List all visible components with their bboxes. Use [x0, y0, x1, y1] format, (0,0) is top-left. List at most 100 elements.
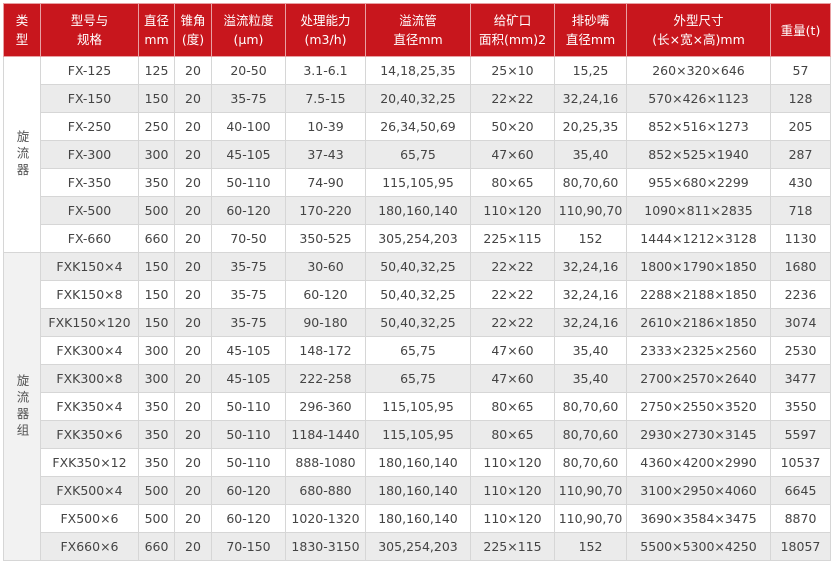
table-cell: 25×10	[470, 56, 555, 85]
table-cell: 110×120	[470, 448, 555, 477]
table-cell: 180,160,140	[365, 504, 471, 533]
table-cell: 150	[138, 308, 175, 337]
table-cell: 2288×2188×1850	[626, 280, 771, 309]
table-cell: 305,254,203	[365, 224, 471, 253]
table-cell: FXK350×12	[40, 448, 139, 477]
table-cell: 22×22	[470, 252, 555, 281]
table-cell: 350	[138, 392, 175, 421]
table-cell: 65,75	[365, 364, 471, 393]
table-cell: 180,160,140	[365, 448, 471, 477]
table-cell: 150	[138, 252, 175, 281]
table-cell: 80,70,60	[554, 168, 627, 197]
table-cell: 305,254,203	[365, 532, 471, 561]
table-cell: 10-39	[285, 112, 366, 141]
header-text: (度)	[181, 32, 205, 47]
table-cell: 5597	[770, 420, 831, 449]
table-cell: 18057	[770, 532, 831, 561]
table-cell: 60-120	[211, 476, 286, 505]
table-cell: 20	[174, 252, 212, 281]
table-cell: 65,75	[365, 140, 471, 169]
table-cell: 1800×1790×1850	[626, 252, 771, 281]
header-text: (μm)	[233, 32, 264, 47]
table-row: FXK300×4 300 20 45-105 148-172 65,75 47×60 35,4…	[4, 336, 831, 365]
table-cell: 110,90,70	[554, 476, 627, 505]
type-cell: 旋流器	[3, 56, 41, 253]
table-cell: 3100×2950×4060	[626, 476, 771, 505]
table-cell: 888-1080	[285, 448, 366, 477]
table-cell: 50-110	[211, 392, 286, 421]
table-cell: 80,70,60	[554, 392, 627, 421]
header-text: mm	[144, 32, 169, 47]
table-row: FX-350 350 20 50-110 74-90 115,105,95 80×65 80,…	[4, 168, 831, 197]
table-cell: FX-150	[40, 84, 139, 113]
table-body: 旋流器 FX-125 125 20 20-50 3.1-6.1 14,18,25,35 25×…	[3, 56, 831, 561]
table-cell: 45-105	[211, 364, 286, 393]
table-cell: 50-110	[211, 420, 286, 449]
table-cell: 45-105	[211, 336, 286, 365]
table-cell: 26,34,50,69	[365, 112, 471, 141]
table-cell: 300	[138, 336, 175, 365]
header-text: 溢流管	[399, 13, 437, 28]
table-row: 旋流器组 FXK150×4 150 20 35-75 30-60 50,40,32,25 22…	[3, 252, 831, 561]
table-cell: 3690×3584×3475	[626, 504, 771, 533]
table-cell: 1020-1320	[285, 504, 366, 533]
spec-table: 类型型号与 规格 直径 mm 锥角 (度) 溢流粒度 (μm) 处理能力 (m3/h) 溢流管 直径m…	[3, 3, 831, 561]
table-cell: 500	[138, 196, 175, 225]
table-cell: 1680	[770, 252, 831, 281]
table-cell: 570×426×1123	[626, 84, 771, 113]
header-text: 直径	[143, 13, 169, 28]
table-cell: 115,105,95	[365, 168, 471, 197]
table-cell: 3074	[770, 308, 831, 337]
header-text: 直径mm	[393, 32, 443, 47]
table-row: FX-250 250 20 40-100 10-39 26,34,50,69 50×20 20…	[4, 112, 831, 141]
header-text: (m3/h)	[304, 32, 347, 47]
table-cell: 20	[174, 224, 212, 253]
table-cell: 170-220	[285, 196, 366, 225]
table-row: FX-300 300 20 45-105 37-43 65,75 47×60 35,40 852…	[4, 140, 831, 169]
header-text: 重量(t)	[780, 22, 821, 38]
header-cell: 给矿口 面积(mm)2	[470, 3, 555, 57]
table-cell: 65,75	[365, 336, 471, 365]
table-cell: 1444×1212×3128	[626, 224, 771, 253]
table-cell: 4360×4200×2990	[626, 448, 771, 477]
table-cell: FXK150×120	[40, 308, 139, 337]
table-cell: 1830-3150	[285, 532, 366, 561]
table-cell: FX-250	[40, 112, 139, 141]
table-cell: 37-43	[285, 140, 366, 169]
header-cell: 排砂嘴 直径mm	[554, 3, 627, 57]
table-header: 类型型号与 规格 直径 mm 锥角 (度) 溢流粒度 (μm) 处理能力 (m3/h) 溢流管 直径m…	[3, 3, 831, 57]
table-cell: 2333×2325×2560	[626, 336, 771, 365]
table-cell: 500	[138, 504, 175, 533]
table-cell: 660	[138, 532, 175, 561]
table-cell: 2530	[770, 336, 831, 365]
table-cell: 35,40	[554, 336, 627, 365]
table-cell: 3477	[770, 364, 831, 393]
table-cell: FX-350	[40, 168, 139, 197]
header-text: (长×宽×高)mm	[652, 32, 745, 47]
table-cell: 50-110	[211, 448, 286, 477]
table-cell: 225×115	[470, 224, 555, 253]
table-cell: 20	[174, 168, 212, 197]
table-cell: 70-50	[211, 224, 286, 253]
table-cell: 35,40	[554, 364, 627, 393]
table-cell: 350	[138, 168, 175, 197]
header-cell: 型号与 规格	[40, 3, 139, 57]
header-text: 处理能力	[300, 13, 351, 28]
table-cell: 300	[138, 364, 175, 393]
table-cell: 20	[174, 56, 212, 85]
header-text: 规格	[76, 32, 102, 47]
header-cell: 类型	[3, 3, 41, 57]
table-cell: 1130	[770, 224, 831, 253]
table-row: FX-500 500 20 60-120 170-220 180,160,140 110×1…	[4, 196, 831, 225]
header-text: 给矿口	[493, 13, 532, 28]
table-row: 旋流器 FX-125 125 20 20-50 3.1-6.1 14,18,25,35 25×…	[3, 56, 831, 253]
table-cell: 22×22	[470, 280, 555, 309]
table-cell: 30-60	[285, 252, 366, 281]
table-cell: 74-90	[285, 168, 366, 197]
header-cell: 直径 mm	[138, 3, 175, 57]
table-cell: 128	[770, 84, 831, 113]
header-text: 直径mm	[565, 32, 616, 47]
table-cell: FX500×6	[40, 504, 139, 533]
table-cell: 205	[770, 112, 831, 141]
table-cell: 300	[138, 140, 175, 169]
